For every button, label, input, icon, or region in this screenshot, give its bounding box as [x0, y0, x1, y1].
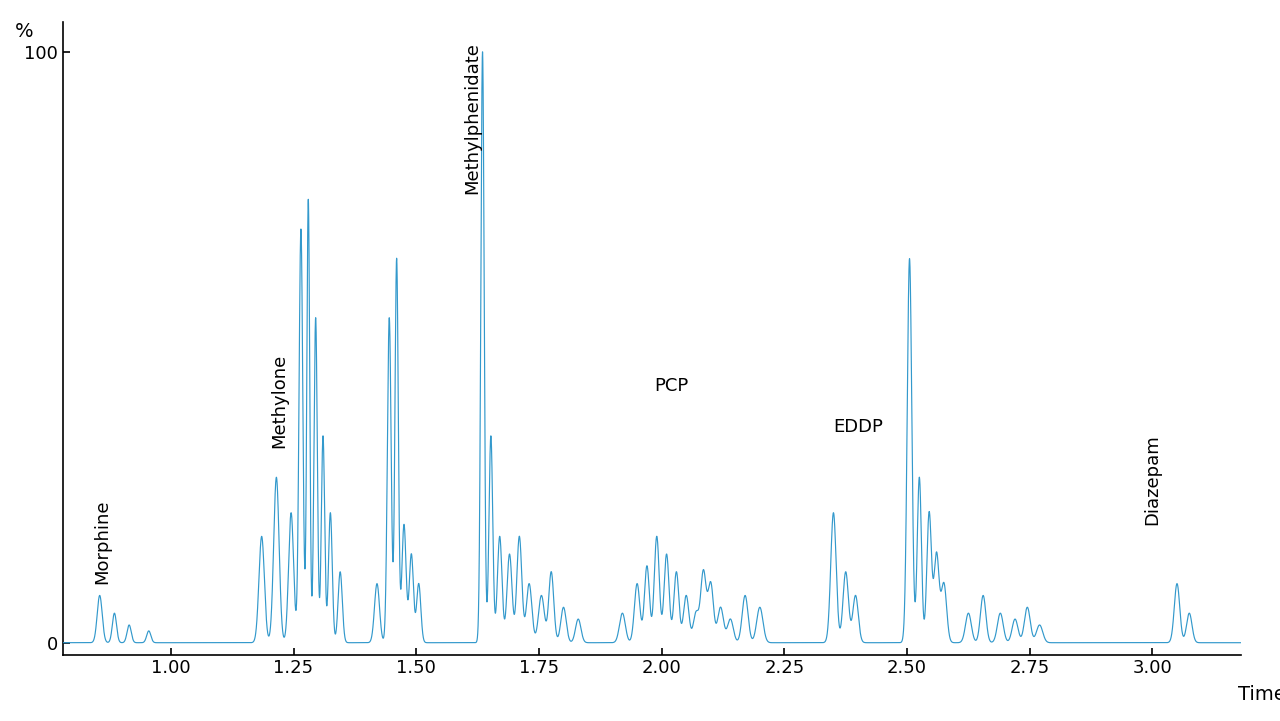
Text: Diazepam: Diazepam: [1143, 434, 1161, 524]
Text: EDDP: EDDP: [833, 418, 883, 436]
Text: Methylphenidate: Methylphenidate: [463, 42, 481, 194]
Text: Morphine: Morphine: [93, 499, 111, 583]
X-axis label: Time: Time: [1238, 685, 1280, 704]
Y-axis label: %: %: [14, 22, 33, 41]
Text: PCP: PCP: [654, 376, 689, 394]
Text: Methylone: Methylone: [270, 353, 288, 448]
